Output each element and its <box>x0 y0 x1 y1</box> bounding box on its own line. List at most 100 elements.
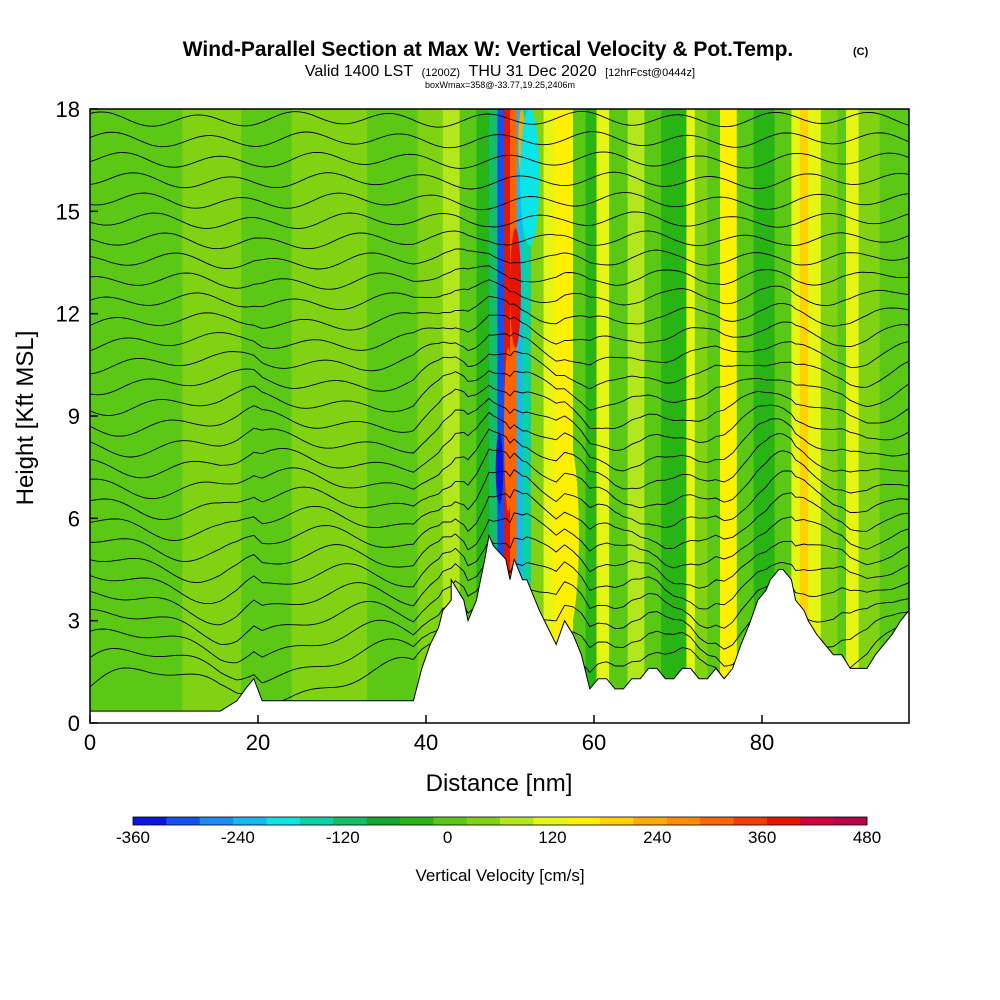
w-band <box>694 109 708 723</box>
colorbar-ticks: -360 -240 -120 0 120 240 360 480 <box>116 828 881 847</box>
w-band <box>791 109 801 723</box>
colorbar <box>132 816 868 826</box>
colorbar-swatch <box>266 817 301 825</box>
chart-title: Wind-Parallel Section at Max W: Vertical… <box>183 38 794 61</box>
colorbar-swatch <box>700 817 734 825</box>
y-tick-label: 6 <box>68 506 80 531</box>
colorbar-tick-label: 360 <box>748 828 776 847</box>
isentrope-line <box>90 171 909 190</box>
x-axis-label: Distance [nm] <box>426 770 573 797</box>
w-band <box>417 109 444 723</box>
w-band <box>182 109 242 723</box>
colorbar-swatch <box>199 817 234 825</box>
w-band <box>627 109 645 723</box>
w-band <box>837 109 847 723</box>
colorbar-swatch <box>833 817 868 825</box>
colorbar-swatch <box>500 817 534 825</box>
w-band <box>820 109 839 723</box>
colorbar-swatch <box>299 817 334 825</box>
isentrope-line <box>90 192 909 211</box>
w-band <box>707 109 721 723</box>
copyright-mark: (C) <box>853 46 869 58</box>
isentrope-line <box>90 370 909 416</box>
w-band <box>531 109 545 723</box>
isentrope-line <box>90 428 909 500</box>
y-tick-label: 18 <box>56 97 80 122</box>
isentrope-line <box>90 332 909 375</box>
w-band <box>522 109 532 723</box>
x-tick-label: 40 <box>414 730 438 755</box>
w-cell <box>495 433 504 505</box>
isentrope-line <box>90 110 909 128</box>
w-band <box>367 109 419 723</box>
colorbar-swatch <box>399 817 434 825</box>
isentrope-line <box>90 230 909 250</box>
isentrope-line <box>90 384 909 437</box>
isentrope-line <box>90 314 909 352</box>
isentrope-line <box>90 295 909 331</box>
isentrope-line <box>90 248 909 270</box>
valid-date: THU 31 Dec 2020 <box>469 63 597 80</box>
w-band <box>459 109 477 723</box>
x-axis-ticks: 0 20 40 60 80 <box>84 715 774 755</box>
colorbar-swatch <box>766 817 801 825</box>
colorbar-swatch <box>533 817 568 825</box>
isentrope-line <box>90 211 909 229</box>
isentrope-line <box>90 448 909 520</box>
colorbar-label: Vertical Velocity [cm/s] <box>415 866 584 885</box>
terrain <box>90 533 909 723</box>
colorbar-swatch <box>433 817 468 825</box>
forecast-info: [12hrFcst@0444z] <box>605 67 695 79</box>
w-band <box>736 109 755 723</box>
isentrope-line <box>90 151 909 169</box>
w-band <box>596 109 610 723</box>
isentrope-line <box>90 512 909 583</box>
isentrope-line <box>90 469 909 541</box>
box-wmax-info: boxWmax=358@-33.77,19.25,2406m <box>425 80 575 90</box>
colorbar-swatch <box>133 817 167 825</box>
w-band <box>90 109 183 723</box>
w-band <box>720 109 738 723</box>
colorbar-swatch <box>366 817 401 825</box>
isentrope-line <box>90 489 909 562</box>
colorbar-swatch <box>466 817 501 825</box>
x-tick-label: 20 <box>246 730 270 755</box>
w-band <box>325 109 368 723</box>
w-band <box>753 109 776 723</box>
w-cell <box>510 228 521 348</box>
colorbar-tick-label: -240 <box>221 828 255 847</box>
y-tick-label: 9 <box>68 404 80 429</box>
w-band <box>497 109 505 723</box>
w-cell <box>504 347 513 512</box>
colorbar-frame <box>132 816 868 826</box>
w-band <box>543 109 556 723</box>
colorbar-tick-label: -120 <box>326 828 360 847</box>
isentrope-line <box>90 91 909 106</box>
w-band <box>799 109 809 723</box>
w-cell <box>552 433 579 638</box>
x-tick-label: 0 <box>84 730 96 755</box>
y-tick-label: 15 <box>56 199 80 224</box>
isentrope-line <box>90 265 909 290</box>
w-band <box>516 109 524 723</box>
x-tick-label: 60 <box>582 730 606 755</box>
isentrope-line <box>90 536 909 605</box>
colorbar-swatch <box>800 817 835 825</box>
x-tick-label: 80 <box>750 730 774 755</box>
valid-time: Valid 1400 LST <box>305 63 413 80</box>
colorbar-tick-label: -360 <box>116 828 150 847</box>
w-band <box>291 109 326 723</box>
colorbar-swatch <box>566 817 601 825</box>
colorbar-swatch <box>600 817 634 825</box>
colorbar-tick-label: 480 <box>853 828 881 847</box>
y-tick-label: 0 <box>68 711 80 736</box>
w-band <box>661 109 687 723</box>
isentrope-line <box>90 411 909 479</box>
colorbar-tick-label: 0 <box>443 828 452 847</box>
y-tick-label: 12 <box>56 302 80 327</box>
y-axis-label: Height [Kft MSL] <box>12 331 39 506</box>
colorbar-swatch <box>333 817 367 825</box>
isentrope-line <box>90 131 909 149</box>
w-band <box>858 109 881 723</box>
